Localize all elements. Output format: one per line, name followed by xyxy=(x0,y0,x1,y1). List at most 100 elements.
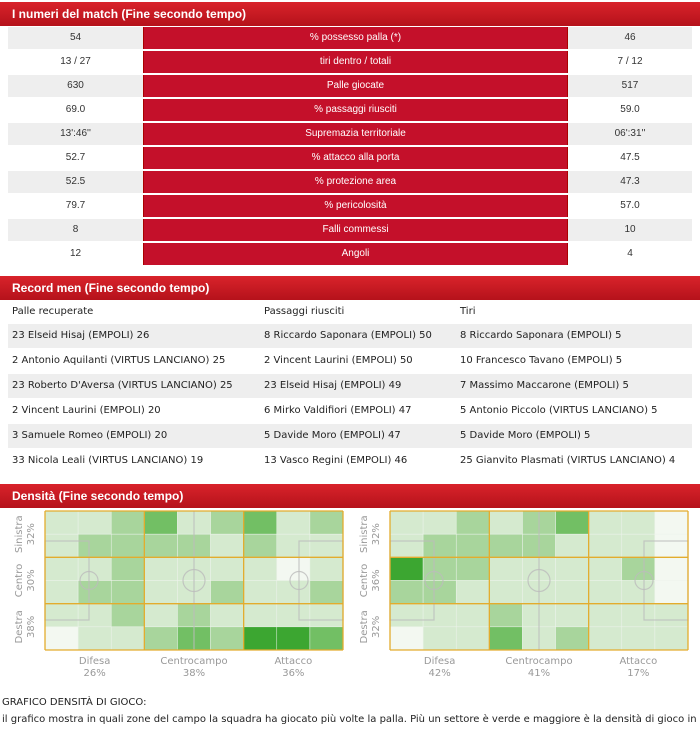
away-value: 4 xyxy=(568,243,692,265)
density-cell xyxy=(144,603,178,628)
density-cell xyxy=(389,510,424,535)
record-entry: 6 Mirko Valdifiori (EMPOLI) 47 xyxy=(264,405,412,416)
record-entry: 2 Vincent Laurini (EMPOLI) 20 xyxy=(12,405,161,416)
home-value: 52.7 xyxy=(8,147,143,169)
density-cell xyxy=(309,510,344,535)
density-cell xyxy=(309,533,344,558)
center-circle xyxy=(182,568,206,593)
record-entry: 23 Elseid Hisaj (EMPOLI) 49 xyxy=(264,380,402,391)
density-cell xyxy=(77,510,112,535)
density-cell xyxy=(243,557,278,581)
density-cell xyxy=(44,510,79,535)
away-value: 57.0 xyxy=(568,195,692,217)
density-cell xyxy=(422,580,457,604)
density-cell xyxy=(621,557,656,581)
density-cell xyxy=(77,533,112,558)
density-cell xyxy=(44,533,79,558)
record-entry: 25 Gianvito Plasmati (VIRTUS LANCIANO) 4 xyxy=(460,455,676,466)
away-value: 59.0 xyxy=(568,99,692,121)
density-cell xyxy=(621,580,656,604)
zone-label: Difesa xyxy=(79,656,111,667)
record-entry: 23 Roberto D'Aversa (VIRTUS LANCIANO) 25 xyxy=(12,380,233,391)
stat-label: tiri dentro / totali xyxy=(143,51,568,73)
density-cell xyxy=(389,580,424,604)
record-entry: 13 Vasco Regini (EMPOLI) 46 xyxy=(264,455,408,466)
side-pct: 32% xyxy=(26,523,37,545)
density-cell xyxy=(77,603,112,628)
density-cell xyxy=(110,626,145,651)
away-value: 06':31'' xyxy=(568,123,692,145)
density-cell xyxy=(389,557,424,581)
density-cell xyxy=(44,557,79,581)
zone-label: Centrocampo xyxy=(160,656,227,667)
density-cell xyxy=(588,533,623,558)
density-cell xyxy=(489,557,523,581)
density-cell xyxy=(309,626,344,651)
density-cell xyxy=(243,510,278,535)
home-value: 69.0 xyxy=(8,99,143,121)
density-cell xyxy=(144,510,178,535)
center-circle xyxy=(527,568,551,593)
penalty-arc xyxy=(424,570,444,591)
density-cell xyxy=(588,510,623,535)
home-value: 13':46'' xyxy=(8,123,143,145)
side-pct: 30% xyxy=(26,569,37,591)
zone-pct: 41% xyxy=(528,668,550,679)
away-value: 47.5 xyxy=(568,147,692,169)
density-cell xyxy=(110,557,145,581)
row-bg xyxy=(8,374,692,398)
stat-label: Supremazia territoriale xyxy=(143,123,568,145)
penalty-arc xyxy=(634,570,654,591)
stat-label: Palle giocate xyxy=(143,75,568,97)
zone-label: Attacco xyxy=(274,656,312,667)
home-value: 54 xyxy=(8,27,143,49)
density-cell xyxy=(588,603,623,628)
stat-label: Falli commessi xyxy=(143,219,568,241)
density-cell xyxy=(110,510,145,535)
density-cell xyxy=(555,626,589,651)
home-value: 13 / 27 xyxy=(8,51,143,73)
density-cell xyxy=(555,557,589,581)
note-title: GRAFICO DENSITÀ DI GIOCO: xyxy=(2,697,147,708)
side-label: Sinistra xyxy=(14,515,25,553)
density-cell xyxy=(621,603,656,628)
row-bg xyxy=(8,449,692,473)
row-bg xyxy=(8,424,692,448)
stat-label: % passaggi riusciti xyxy=(143,99,568,121)
density-cell xyxy=(422,603,457,628)
record-entry: 5 Davide Moro (EMPOLI) 5 xyxy=(460,430,591,441)
density-cell xyxy=(210,557,244,581)
away-value: 517 xyxy=(568,75,692,97)
density-cell xyxy=(489,580,523,604)
side-label: Destra xyxy=(359,610,370,643)
side-label: Centro xyxy=(14,564,25,597)
density-cell xyxy=(210,510,244,535)
column-heading: Palle recuperate xyxy=(12,306,94,317)
density-cell xyxy=(489,510,523,535)
density-cell xyxy=(422,626,457,651)
density-cell xyxy=(489,626,523,651)
density-cell xyxy=(621,510,656,535)
density-cell xyxy=(654,580,689,604)
section-header: Densità (Fine secondo tempo) xyxy=(0,484,700,508)
density-cell xyxy=(588,580,623,604)
density-cell xyxy=(110,603,145,628)
density-cell xyxy=(654,510,689,535)
home-value: 8 xyxy=(8,219,143,241)
row-bg xyxy=(8,349,692,373)
record-entry: 7 Massimo Maccarone (EMPOLI) 5 xyxy=(460,380,629,391)
side-label: Centro xyxy=(359,564,370,597)
density-cell xyxy=(309,603,344,628)
density-cell xyxy=(489,533,523,558)
density-cell xyxy=(422,533,457,558)
home-value: 52.5 xyxy=(8,171,143,193)
away-value: 7 / 12 xyxy=(568,51,692,73)
density-cell xyxy=(243,533,278,558)
density-cell xyxy=(77,557,112,581)
density-cell xyxy=(555,603,589,628)
density-cell xyxy=(489,603,523,628)
density-cell xyxy=(276,510,311,535)
density-cell xyxy=(77,580,112,604)
record-entry: 8 Riccardo Saponara (EMPOLI) 5 xyxy=(460,330,622,341)
